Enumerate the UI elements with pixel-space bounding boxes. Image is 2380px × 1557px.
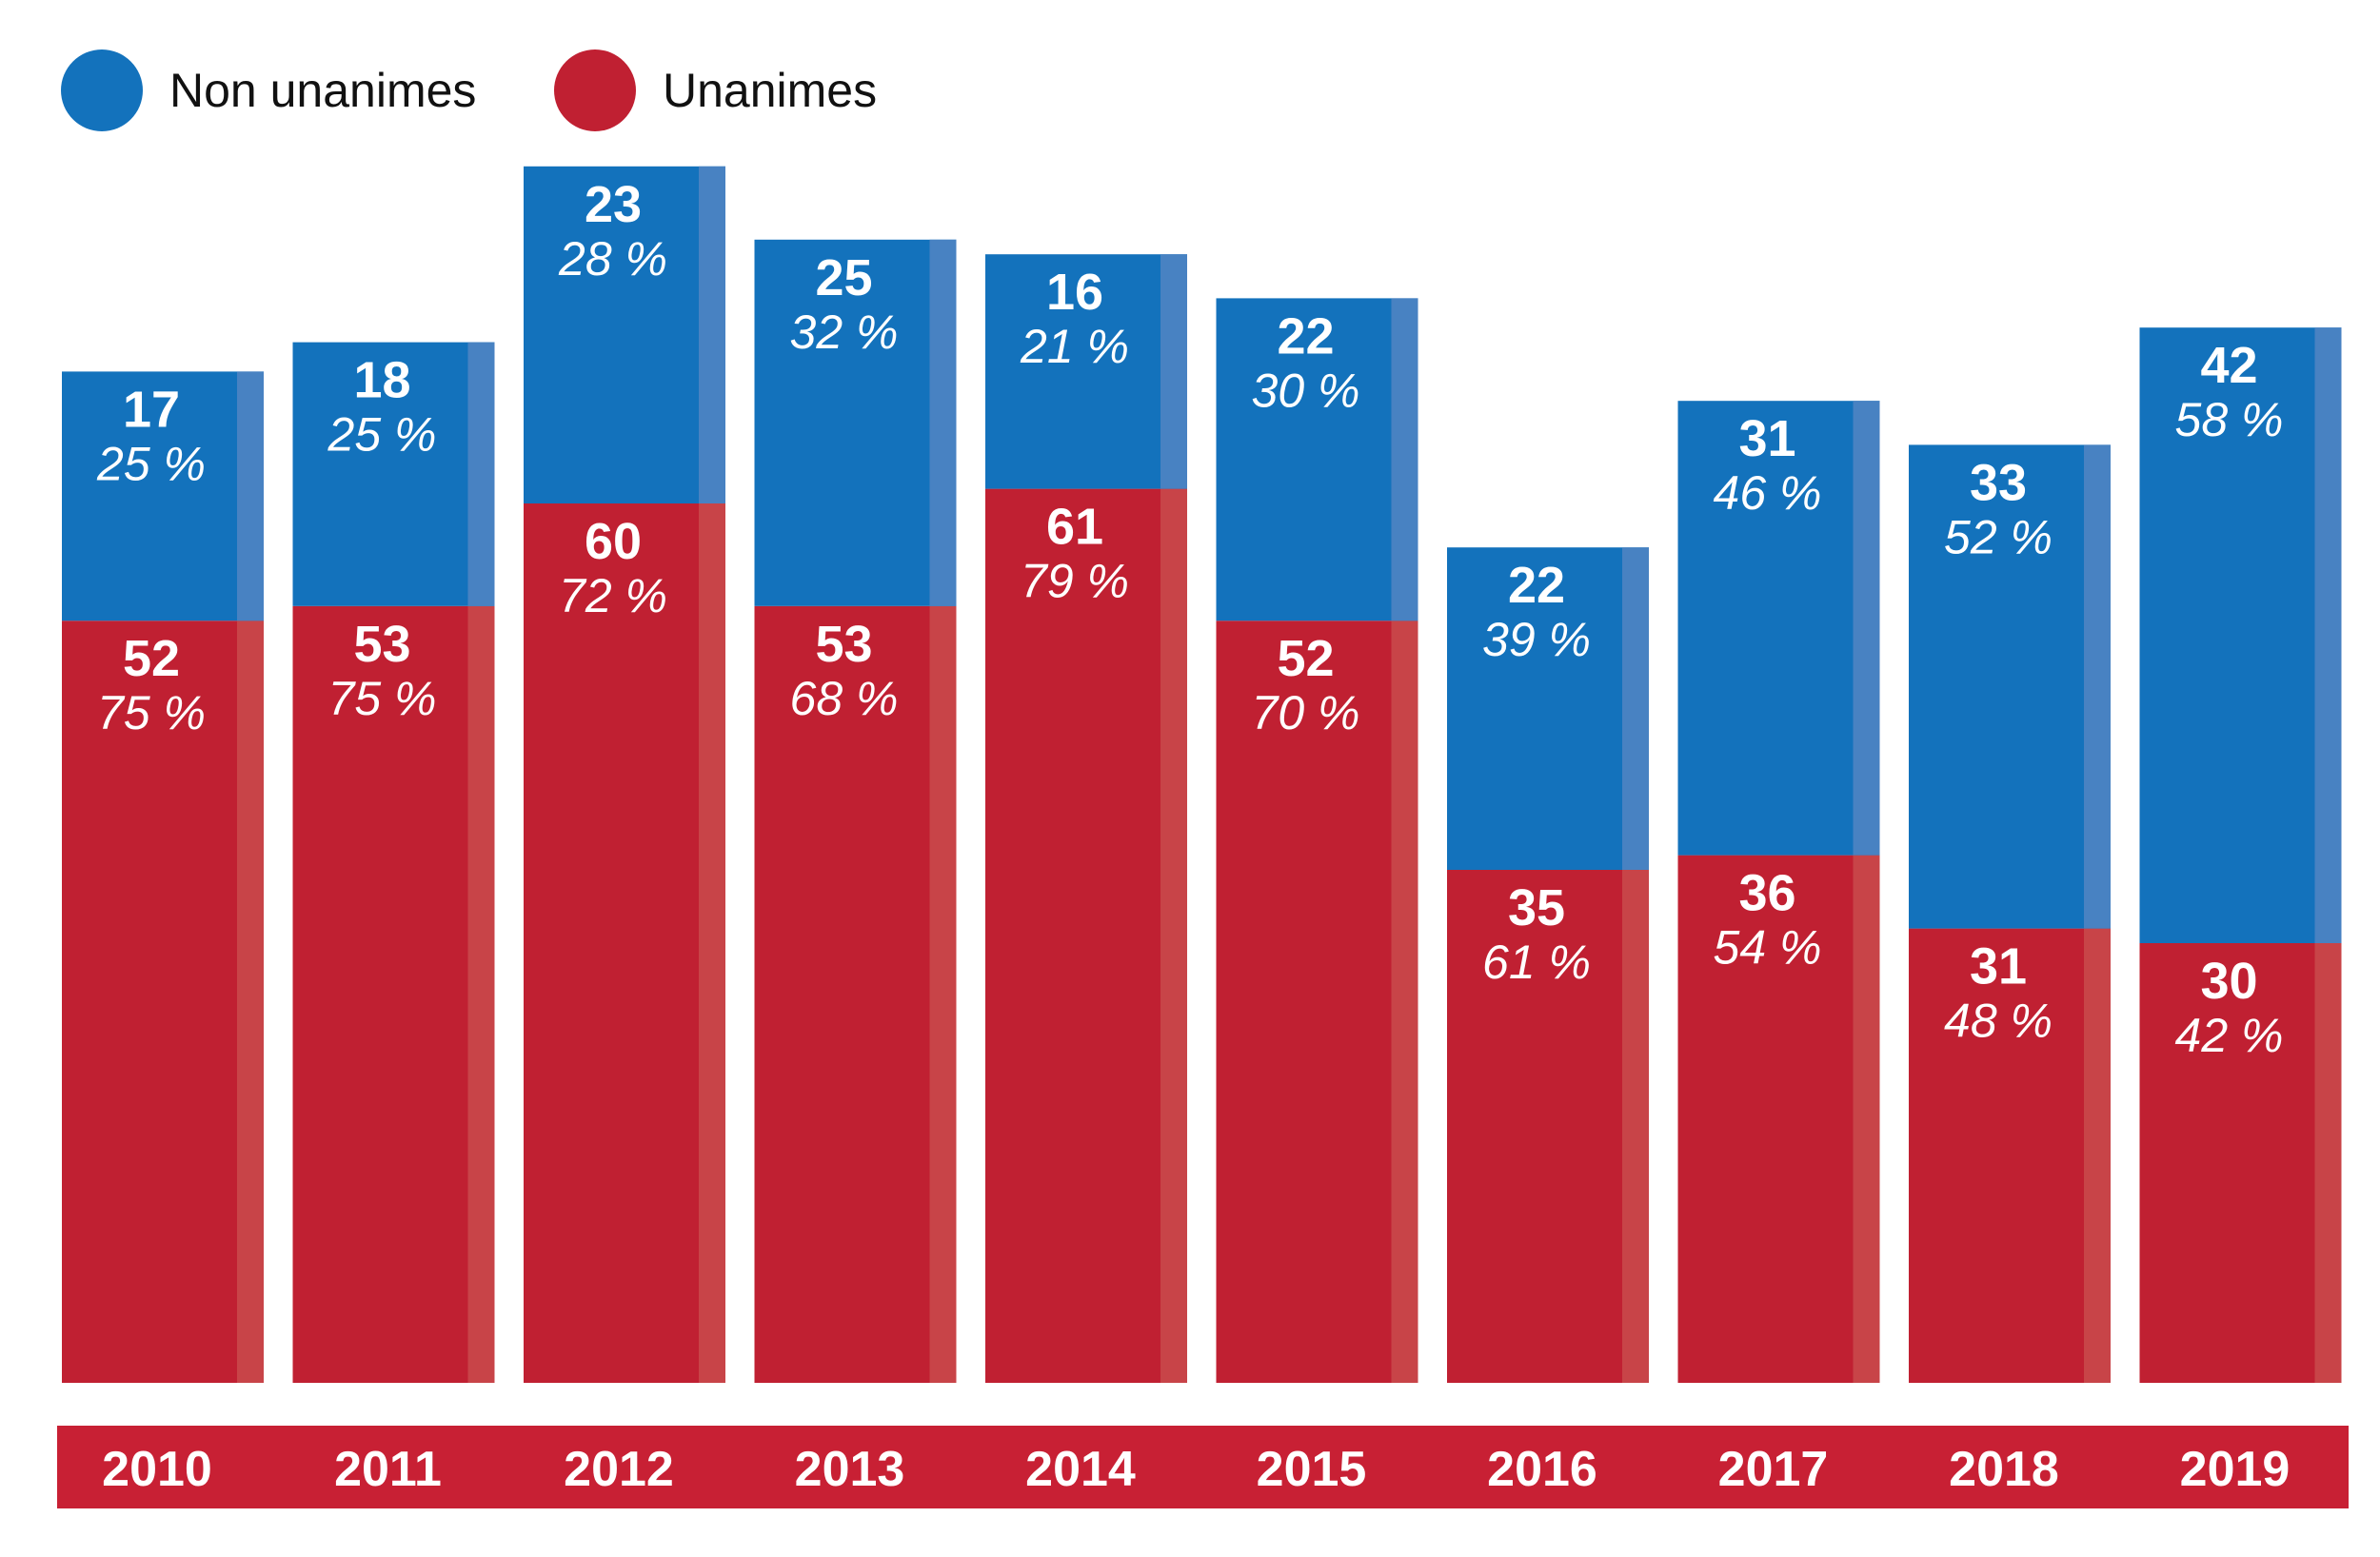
bar-non-unanimes-2016 [1447,547,1649,870]
bar-unanimes-2010 [62,621,264,1383]
bar-non-unanimes-edge-2014 [1160,254,1187,489]
year-label-2010: 2010 [102,1442,212,1497]
bar-non-unanimes-edge-2010 [237,371,264,621]
bar-unanimes-2019 [2139,943,2342,1383]
year-label-2015: 2015 [1257,1442,1367,1497]
bar-non-unanimes-2014 [985,254,1187,489]
label-percent-unanimes-2017: 54 % [1714,921,1822,975]
bar-non-unanimes-2012 [524,166,725,504]
bar-unanimes-edge-2010 [237,621,264,1383]
bar-non-unanimes-edge-2017 [1853,401,1880,856]
legend: Non unanimes Unanimes [0,0,2380,152]
bar-unanimes-2017 [1677,855,1880,1383]
label-value-non-unanimes-2014: 16 [1046,264,1103,321]
label-value-non-unanimes-2016: 22 [1508,557,1565,614]
bar-unanimes-2018 [1909,928,2111,1383]
label-percent-unanimes-2010: 75 % [97,686,206,739]
label-percent-unanimes-2012: 72 % [559,569,667,622]
label-value-unanimes-2012: 60 [585,513,642,570]
label-percent-non-unanimes-2018: 52 % [1944,510,2053,563]
label-value-non-unanimes-2015: 22 [1277,307,1334,365]
bar-non-unanimes-2019 [2139,327,2342,943]
bar-unanimes-2014 [985,488,1187,1383]
year-label-2017: 2017 [1718,1442,1829,1497]
label-percent-unanimes-2016: 61 % [1482,936,1591,989]
bar-non-unanimes-edge-2012 [699,166,725,504]
bar-non-unanimes-2015 [1216,298,1418,621]
label-percent-unanimes-2015: 70 % [1252,686,1360,739]
bar-unanimes-edge-2013 [929,605,957,1383]
year-label-2016: 2016 [1487,1442,1597,1497]
year-label-2018: 2018 [1949,1442,2059,1497]
label-value-unanimes-2015: 52 [1277,630,1334,687]
bar-unanimes-edge-2017 [1853,855,1880,1383]
bar-unanimes-2012 [524,503,725,1383]
label-value-non-unanimes-2013: 25 [815,249,872,306]
label-value-unanimes-2010: 52 [123,630,180,687]
label-percent-non-unanimes-2015: 30 % [1252,364,1360,417]
bar-unanimes-edge-2011 [467,605,495,1383]
label-percent-non-unanimes-2013: 32 % [790,305,899,359]
label-value-unanimes-2014: 61 [1046,499,1103,556]
bar-non-unanimes-edge-2015 [1391,298,1418,621]
label-percent-unanimes-2014: 79 % [1021,555,1129,608]
label-percent-unanimes-2019: 42 % [2175,1009,2284,1062]
bar-unanimes-edge-2014 [1160,488,1187,1383]
label-percent-unanimes-2013: 68 % [790,672,899,725]
label-percent-unanimes-2018: 48 % [1944,995,2053,1048]
label-percent-non-unanimes-2017: 46 % [1714,466,1822,520]
bar-unanimes-edge-2019 [2314,943,2342,1383]
year-label-2013: 2013 [795,1442,905,1497]
bar-unanimes-edge-2016 [1622,870,1649,1383]
bar-non-unanimes-2011 [292,342,495,606]
bar-non-unanimes-edge-2016 [1622,547,1649,870]
year-label-2011: 2011 [334,1442,442,1497]
label-value-non-unanimes-2017: 31 [1738,410,1795,467]
bar-non-unanimes-edge-2013 [929,239,957,606]
bar-non-unanimes-edge-2018 [2084,444,2111,929]
label-percent-non-unanimes-2010: 25 % [96,437,206,490]
bar-unanimes-edge-2018 [2084,928,2111,1383]
bar-non-unanimes-edge-2019 [2314,327,2342,943]
bar-non-unanimes-2010 [62,371,264,621]
year-band [57,1426,2349,1508]
legend-label-unanimes: Unanimes [663,64,878,117]
label-value-non-unanimes-2011: 18 [353,352,410,409]
label-value-unanimes-2013: 53 [815,616,872,673]
legend-swatch-unanimes [554,49,636,131]
bar-unanimes-edge-2012 [699,503,725,1383]
bar-unanimes-2013 [754,605,957,1383]
label-percent-non-unanimes-2019: 58 % [2175,393,2284,446]
legend-label-non-unanimes: Non unanimes [169,64,477,117]
label-percent-non-unanimes-2012: 28 % [558,232,667,286]
legend-item-non-unanimes: Non unanimes [61,48,476,133]
bar-unanimes-2015 [1216,621,1418,1383]
legend-item-unanimes: Unanimes [554,48,877,133]
bar-unanimes-2011 [292,605,495,1383]
bar-non-unanimes-2013 [754,239,957,606]
label-percent-non-unanimes-2014: 21 % [1020,320,1129,373]
label-value-unanimes-2019: 30 [2200,953,2257,1010]
label-percent-unanimes-2011: 75 % [328,672,437,725]
bar-unanimes-edge-2015 [1391,621,1418,1383]
bar-non-unanimes-2018 [1909,444,2111,929]
label-value-unanimes-2011: 53 [353,616,410,673]
bar-non-unanimes-edge-2011 [467,342,495,606]
label-value-non-unanimes-2018: 33 [1970,454,2027,511]
label-value-unanimes-2017: 36 [1738,865,1795,922]
label-value-unanimes-2018: 31 [1970,938,2027,995]
label-percent-non-unanimes-2016: 39 % [1482,613,1591,666]
year-label-2014: 2014 [1025,1442,1136,1497]
bar-unanimes-2016 [1447,870,1649,1383]
legend-swatch-non-unanimes [61,49,143,131]
label-value-non-unanimes-2012: 23 [585,176,642,233]
label-value-non-unanimes-2019: 42 [2200,337,2257,394]
year-label-2019: 2019 [2180,1442,2291,1497]
bar-non-unanimes-2017 [1677,401,1880,856]
year-label-2012: 2012 [564,1442,674,1497]
label-value-unanimes-2016: 35 [1508,879,1565,936]
label-value-non-unanimes-2010: 17 [123,381,180,438]
label-percent-non-unanimes-2011: 25 % [327,408,437,462]
